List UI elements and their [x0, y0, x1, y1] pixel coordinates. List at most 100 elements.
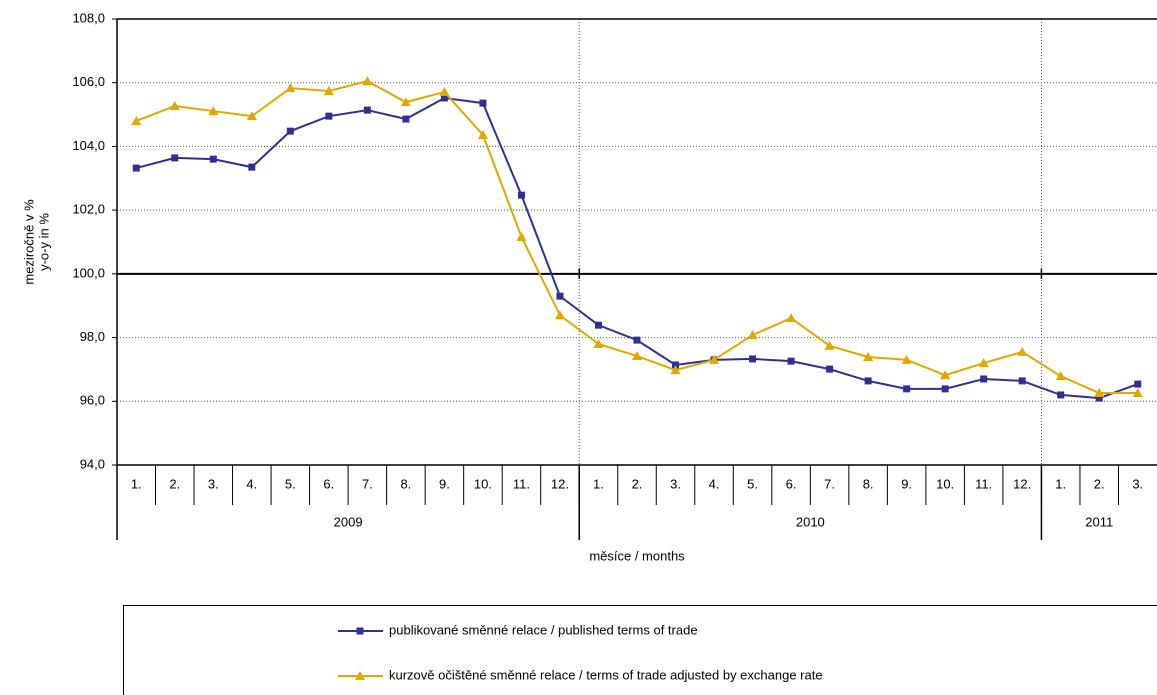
group-label: 2009 — [334, 514, 363, 529]
data-point — [594, 321, 602, 329]
x-tick-label: 12. — [1013, 476, 1031, 491]
legend-box — [123, 605, 1157, 695]
y-tick-label: 94,0 — [80, 456, 105, 471]
data-point — [670, 365, 681, 375]
data-point — [940, 370, 951, 380]
x-tick-label: 6. — [786, 476, 797, 491]
group-label: 2011 — [1085, 514, 1113, 529]
data-point — [402, 115, 410, 123]
y-axis-title: y-o-y in % — [36, 213, 51, 271]
data-point — [747, 330, 758, 340]
data-point — [1134, 380, 1142, 388]
data-point — [1018, 377, 1026, 385]
x-tick-label: 4. — [246, 476, 257, 491]
data-point — [439, 86, 450, 96]
data-point — [362, 76, 373, 86]
y-tick-label: 104,0 — [72, 138, 105, 153]
x-tick-label: 7. — [362, 476, 373, 491]
x-tick-label: 8. — [400, 476, 411, 491]
x-tick-label: 11. — [513, 476, 530, 491]
data-point — [901, 354, 912, 364]
data-point — [554, 310, 565, 320]
x-tick-label: 1. — [131, 476, 142, 491]
data-point — [209, 155, 217, 163]
data-point — [672, 361, 680, 369]
data-point — [285, 83, 296, 93]
marks — [131, 76, 1143, 402]
data-point — [864, 377, 872, 385]
data-point — [749, 355, 757, 363]
data-point — [632, 351, 642, 361]
data-point — [132, 164, 140, 172]
data-point — [863, 352, 874, 362]
data-point — [1057, 391, 1065, 399]
data-point — [131, 115, 142, 125]
data-point — [323, 85, 334, 95]
x-tick-label: 8. — [863, 476, 874, 491]
y-axis-title: meziročně v % — [21, 199, 36, 285]
x-tick-label: 4. — [709, 476, 720, 491]
x-tick-label: 5. — [747, 476, 758, 491]
data-point — [709, 354, 720, 364]
data-point — [556, 292, 564, 300]
data-point — [1094, 388, 1105, 398]
y-tick-label: 102,0 — [72, 202, 105, 217]
axes: 94,0 96,0 98,0 100,0 102,0 104,0 106,0 108,0 1. 2… — [21, 10, 1157, 563]
x-tick-label: 2. — [1094, 476, 1105, 491]
data-point — [978, 358, 989, 368]
data-point — [440, 94, 448, 102]
y-tick-label: 98,0 — [80, 329, 105, 344]
data-point — [286, 127, 294, 135]
data-point — [171, 154, 179, 162]
x-tick-label: 1. — [593, 476, 604, 491]
data-point — [1132, 388, 1143, 398]
data-point — [903, 385, 911, 393]
legend-label: kurzově očištěné směnné relace / terms o… — [389, 667, 823, 682]
grid — [117, 19, 1157, 465]
data-point — [400, 97, 411, 107]
data-point — [325, 112, 333, 120]
series-line — [135, 80, 1138, 395]
x-tick-label: 2. — [632, 476, 643, 491]
data-point — [1055, 371, 1066, 381]
x-tick-label: 11. — [975, 476, 992, 491]
data-point — [786, 313, 797, 323]
data-point — [941, 385, 949, 393]
data-point — [826, 365, 834, 373]
data-point — [633, 336, 641, 344]
group-label: 2010 — [796, 514, 825, 529]
data-point — [1095, 394, 1103, 402]
x-axis-title: měsíce / months — [589, 548, 685, 563]
x-tick-label: 5. — [285, 476, 296, 491]
x-tick-label: 3. — [1132, 476, 1143, 491]
data-point — [824, 340, 835, 350]
data-point — [517, 191, 525, 199]
data-point — [208, 106, 219, 116]
data-point — [477, 129, 488, 139]
data-point — [246, 111, 257, 121]
y-tick-label: 108,0 — [72, 10, 105, 25]
x-tick-label: 6. — [323, 476, 334, 491]
x-tick-label: 1. — [1055, 476, 1066, 491]
data-point — [1017, 346, 1028, 356]
data-point — [516, 231, 527, 241]
data-point — [355, 671, 365, 680]
data-point — [169, 100, 180, 110]
data-point — [787, 357, 795, 365]
y-tick-label: 100,0 — [72, 265, 105, 280]
data-point — [479, 99, 487, 107]
data-point — [980, 375, 988, 383]
x-tick-label: 10. — [936, 476, 954, 491]
x-tick-label: 7. — [824, 476, 835, 491]
data-point — [363, 106, 371, 114]
legend-label: publikované směnné relace / published te… — [389, 622, 698, 637]
data-point — [248, 163, 256, 171]
x-tick-label: 2. — [169, 476, 180, 491]
data-point — [593, 338, 604, 348]
x-tick-label: 10. — [474, 476, 492, 491]
x-tick-label: 9. — [439, 476, 450, 491]
x-tick-label: 9. — [901, 476, 912, 491]
x-tick-label: 3. — [208, 476, 219, 491]
